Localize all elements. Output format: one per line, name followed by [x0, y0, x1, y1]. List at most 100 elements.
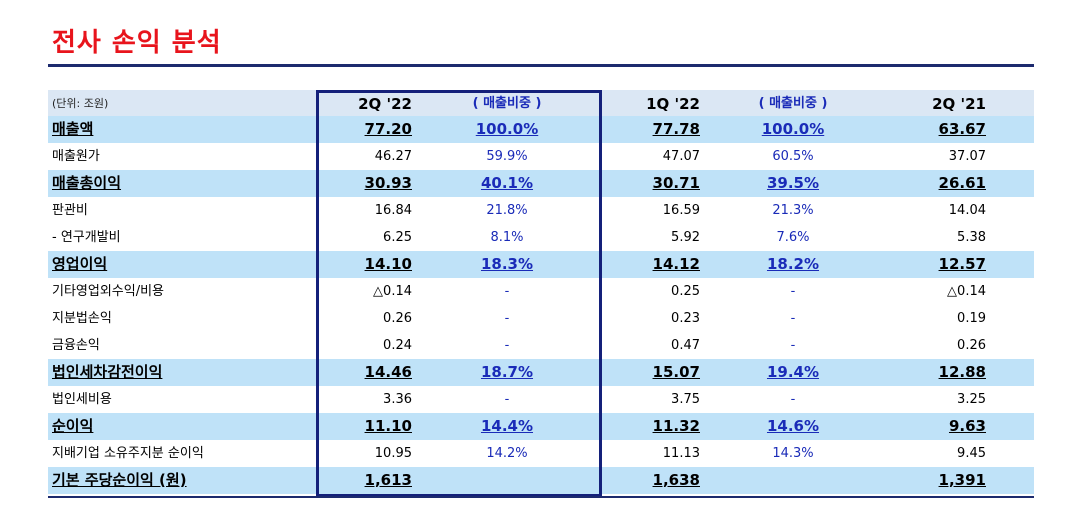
value-2q22: 30.93 — [364, 174, 412, 192]
value-2q22: 3.36 — [383, 392, 412, 407]
value-2q22: 0.24 — [383, 338, 412, 353]
row-label: 판관비 — [52, 203, 88, 218]
value-2q21: 12.57 — [938, 255, 986, 273]
value-2q21: 0.26 — [957, 338, 986, 353]
row-label: 금융손익 — [52, 338, 100, 353]
share-1q22: 60.5% — [772, 149, 814, 164]
share-2q22: - — [504, 338, 510, 353]
share-1q22: - — [790, 392, 796, 407]
value-2q22: 10.95 — [374, 446, 412, 461]
income-table: (단위: 조원) 2Q '22 ( 매출비중 ) 1Q '22 ( 매출비중 )… — [48, 90, 1034, 494]
row-label: 법인세비용 — [52, 392, 112, 407]
share-2q22: 18.3% — [480, 255, 534, 273]
value-1q22: 14.12 — [652, 255, 700, 273]
value-2q21: 37.07 — [948, 149, 986, 164]
share-2q22: 21.8% — [486, 203, 528, 218]
row-label: 매출총이익 — [52, 174, 122, 192]
share-1q22: 14.3% — [772, 446, 814, 461]
table-header-row: (단위: 조원) 2Q '22 ( 매출비중 ) 1Q '22 ( 매출비중 )… — [48, 90, 1034, 116]
row-label: 지분법손익 — [52, 311, 112, 326]
header-share-2q22: ( 매출비중 ) — [472, 96, 542, 111]
table-row: 지분법손익 0.26 - 0.23 - 0.19 — [48, 305, 1034, 332]
table-row: 매출원가 46.27 59.9% 47.07 60.5% 37.07 — [48, 143, 1034, 170]
row-label: 기타영업외수익/비용 — [52, 284, 165, 299]
share-1q22: 7.6% — [776, 230, 810, 245]
value-1q22: 30.71 — [652, 174, 700, 192]
table-row: 금융손익 0.24 - 0.47 - 0.26 — [48, 332, 1034, 359]
table-row: 지배기업 소유주지분 순이익 10.95 14.2% 11.13 14.3% 9.45 — [48, 440, 1034, 467]
value-2q21: 63.67 — [938, 120, 986, 138]
value-2q21: 9.45 — [957, 446, 986, 461]
row-label: - 연구개발비 — [52, 230, 121, 245]
row-label: 매출액 — [52, 120, 94, 138]
unit-label: (단위: 조원) — [52, 97, 109, 110]
share-2q22: 18.7% — [480, 363, 534, 381]
value-1q22: 0.25 — [671, 284, 700, 299]
value-2q22: 1,613 — [364, 471, 412, 489]
value-2q21: 14.04 — [948, 203, 986, 218]
share-2q22: 59.9% — [486, 149, 528, 164]
value-1q22: 16.59 — [662, 203, 700, 218]
share-1q22: 21.3% — [772, 203, 814, 218]
value-2q22: △0.14 — [373, 284, 412, 299]
value-1q22: 5.92 — [671, 230, 700, 245]
row-label: 법인세차감전이익 — [52, 363, 163, 381]
header-2q22: 2Q '22 — [358, 95, 412, 113]
share-1q22: 39.5% — [766, 174, 820, 192]
header-1q22: 1Q '22 — [646, 95, 700, 113]
table-row: 기타영업외수익/비용 △0.14 - 0.25 - △0.14 — [48, 278, 1034, 305]
table-row: 법인세차감전이익 14.46 18.7% 15.07 19.4% 12.88 — [48, 359, 1034, 386]
share-2q22: 40.1% — [480, 174, 534, 192]
row-label: 지배기업 소유주지분 순이익 — [52, 446, 204, 461]
share-1q22: 100.0% — [761, 120, 825, 138]
value-2q22: 14.10 — [364, 255, 412, 273]
row-label: 순이익 — [52, 417, 94, 435]
value-2q22: 16.84 — [374, 203, 412, 218]
value-1q22: 3.75 — [671, 392, 700, 407]
value-2q21: △0.14 — [947, 284, 986, 299]
header-share-1q22: ( 매출비중 ) — [758, 96, 828, 111]
title-divider — [48, 64, 1034, 67]
value-1q22: 77.78 — [652, 120, 700, 138]
share-1q22: 18.2% — [766, 255, 820, 273]
bottom-divider — [48, 496, 1034, 498]
table-row: 판관비 16.84 21.8% 16.59 21.3% 14.04 — [48, 197, 1034, 224]
value-2q22: 46.27 — [374, 149, 412, 164]
share-1q22: - — [790, 338, 796, 353]
value-1q22: 15.07 — [652, 363, 700, 381]
value-1q22: 0.23 — [671, 311, 700, 326]
row-label: 영업이익 — [52, 255, 108, 273]
table-row: 순이익 11.10 14.4% 11.32 14.6% 9.63 — [48, 413, 1034, 440]
table-row: 매출액 77.20 100.0% 77.78 100.0% 63.67 — [48, 116, 1034, 143]
value-2q21: 9.63 — [948, 417, 986, 435]
table-row: 영업이익 14.10 18.3% 14.12 18.2% 12.57 — [48, 251, 1034, 278]
table-row: 매출총이익 30.93 40.1% 30.71 39.5% 26.61 — [48, 170, 1034, 197]
share-2q22: 100.0% — [475, 120, 539, 138]
row-label: 매출원가 — [52, 149, 100, 164]
header-2q21: 2Q '21 — [932, 95, 986, 113]
value-2q21: 1,391 — [938, 471, 986, 489]
share-2q22: - — [504, 311, 510, 326]
share-1q22: 19.4% — [766, 363, 820, 381]
share-2q22: - — [504, 284, 510, 299]
value-2q21: 0.19 — [957, 311, 986, 326]
value-2q22: 11.10 — [364, 417, 412, 435]
value-1q22: 11.32 — [652, 417, 700, 435]
value-2q22: 77.20 — [364, 120, 412, 138]
value-2q21: 5.38 — [957, 230, 986, 245]
table-row: - 연구개발비 6.25 8.1% 5.92 7.6% 5.38 — [48, 224, 1034, 251]
share-2q22: - — [504, 392, 510, 407]
table-row: 법인세비용 3.36 - 3.75 - 3.25 — [48, 386, 1034, 413]
share-1q22: 14.6% — [766, 417, 820, 435]
share-2q22: 14.4% — [480, 417, 534, 435]
value-2q22: 6.25 — [383, 230, 412, 245]
share-2q22: 8.1% — [490, 230, 524, 245]
page-title: 전사 손익 분석 — [52, 28, 222, 58]
table-body: 매출액 77.20 100.0% 77.78 100.0% 63.67 매출원가 46.27 5… — [48, 116, 1034, 494]
share-1q22: - — [790, 311, 796, 326]
table-row: 기본 주당순이익 (원) 1,613 1,638 1,391 — [48, 467, 1034, 494]
value-2q21: 26.61 — [938, 174, 986, 192]
value-1q22: 0.47 — [671, 338, 700, 353]
share-2q22: 14.2% — [486, 446, 528, 461]
share-1q22: - — [790, 284, 796, 299]
